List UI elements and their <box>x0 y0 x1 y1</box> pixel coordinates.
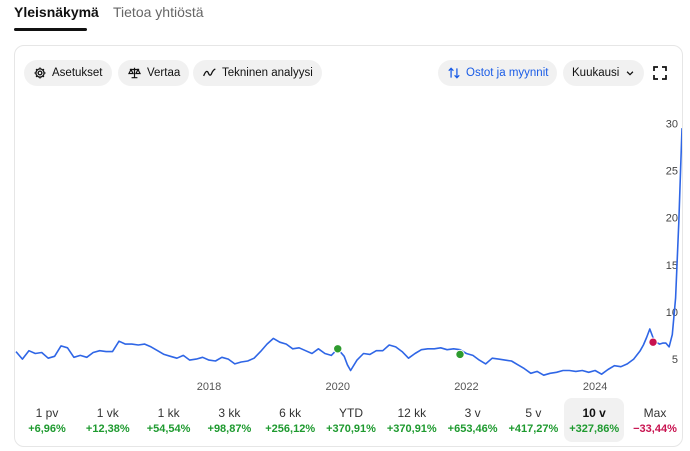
trade-marker[interactable] <box>648 337 658 347</box>
period-label: 1 kk <box>157 406 180 420</box>
period-option[interactable]: Max −33,44% <box>625 398 682 442</box>
period-option[interactable]: 3 v +653,46% <box>443 398 503 442</box>
period-label: YTD <box>339 406 363 420</box>
period-label: 1 vk <box>96 406 119 420</box>
x-tick-label: 2022 <box>454 381 478 393</box>
chevron-down-icon <box>626 71 634 76</box>
period-option[interactable]: 1 kk +54,54% <box>139 398 199 442</box>
period-change: +256,12% <box>265 423 316 435</box>
period-label: 6 kk <box>279 406 302 420</box>
period-option[interactable]: 6 kk +256,12% <box>260 398 320 442</box>
period-change: +6,96% <box>28 423 66 435</box>
period-change: +98,87% <box>207 423 252 435</box>
x-tick-label: 2018 <box>197 381 221 393</box>
scale-icon <box>128 67 141 79</box>
y-tick-label: 25 <box>666 166 678 178</box>
price-chart[interactable]: 5 10 15 20 25 30 2018 2020 2022 2024 <box>15 106 683 396</box>
period-change: +370,91% <box>386 423 437 435</box>
trade-marker[interactable] <box>455 349 465 360</box>
period-label: Max <box>643 406 667 420</box>
y-tick-label: 10 <box>666 307 678 319</box>
compare-button[interactable]: Vertaa <box>118 60 190 86</box>
tab-company-info[interactable]: Tietoa yhtiöstä <box>113 4 204 20</box>
period-label: 3 v <box>464 406 481 420</box>
chart-card: Asetukset Vertaa Tekninen analyysi Ostot… <box>14 45 683 447</box>
period-label: 1 pv <box>35 406 59 420</box>
period-change: +327,86% <box>569 423 620 435</box>
period-option[interactable]: 1 pv +6,96% <box>17 398 77 442</box>
period-option[interactable]: 12 kk +370,91% <box>382 398 442 442</box>
x-tick-label: 2020 <box>325 381 349 393</box>
period-option[interactable]: YTD +370,91% <box>321 398 381 442</box>
fullscreen-icon[interactable] <box>652 65 668 81</box>
period-change: +653,46% <box>447 423 498 435</box>
active-tab-indicator <box>14 28 87 31</box>
gear-icon <box>34 67 46 79</box>
tab-bar: Yleisnäkymä Tietoa yhtiöstä <box>0 0 690 32</box>
period-label: 3 kk <box>218 406 241 420</box>
period-change: −33,44% <box>633 423 677 435</box>
interval-value: Kuukausi <box>572 67 620 79</box>
period-change: +54,54% <box>146 423 191 435</box>
settings-label: Asetukset <box>52 67 103 79</box>
y-tick-label: 20 <box>666 213 678 225</box>
compare-label: Vertaa <box>147 67 181 79</box>
trades-label: Ostot ja myynnit <box>466 67 549 79</box>
trade-marker[interactable] <box>333 344 343 354</box>
trend-line-icon <box>203 68 216 77</box>
price-line <box>15 128 682 376</box>
period-selector: 1 pv +6,96% 1 vk +12,38% 1 kk +54,54% 3 kk +98,… <box>15 398 682 444</box>
tab-overview[interactable]: Yleisnäkymä <box>14 4 99 20</box>
interval-select[interactable]: Kuukausi <box>563 60 645 86</box>
y-tick-label: 5 <box>672 354 678 366</box>
trades-button[interactable]: Ostot ja myynnit <box>438 60 558 86</box>
period-change: +12,38% <box>85 423 130 435</box>
period-label: 12 kk <box>397 406 427 420</box>
period-change: +370,91% <box>326 423 376 435</box>
period-option[interactable]: 3 kk +98,87% <box>199 398 259 442</box>
period-option[interactable]: 5 v +417,27% <box>503 398 563 442</box>
period-option[interactable]: 10 v +327,86% <box>564 398 625 442</box>
period-label: 5 v <box>525 406 542 420</box>
settings-button[interactable]: Asetukset <box>24 60 112 86</box>
period-option[interactable]: 1 vk +12,38% <box>78 398 138 442</box>
period-label: 10 v <box>582 406 606 420</box>
y-tick-label: 15 <box>666 260 678 272</box>
x-tick-label: 2024 <box>583 381 607 393</box>
arrows-up-down-icon <box>448 67 460 79</box>
technical-analysis-button[interactable]: Tekninen analyysi <box>193 60 322 86</box>
technical-analysis-label: Tekninen analyysi <box>222 67 313 79</box>
period-change: +417,27% <box>508 423 559 435</box>
y-tick-label: 30 <box>666 118 678 130</box>
